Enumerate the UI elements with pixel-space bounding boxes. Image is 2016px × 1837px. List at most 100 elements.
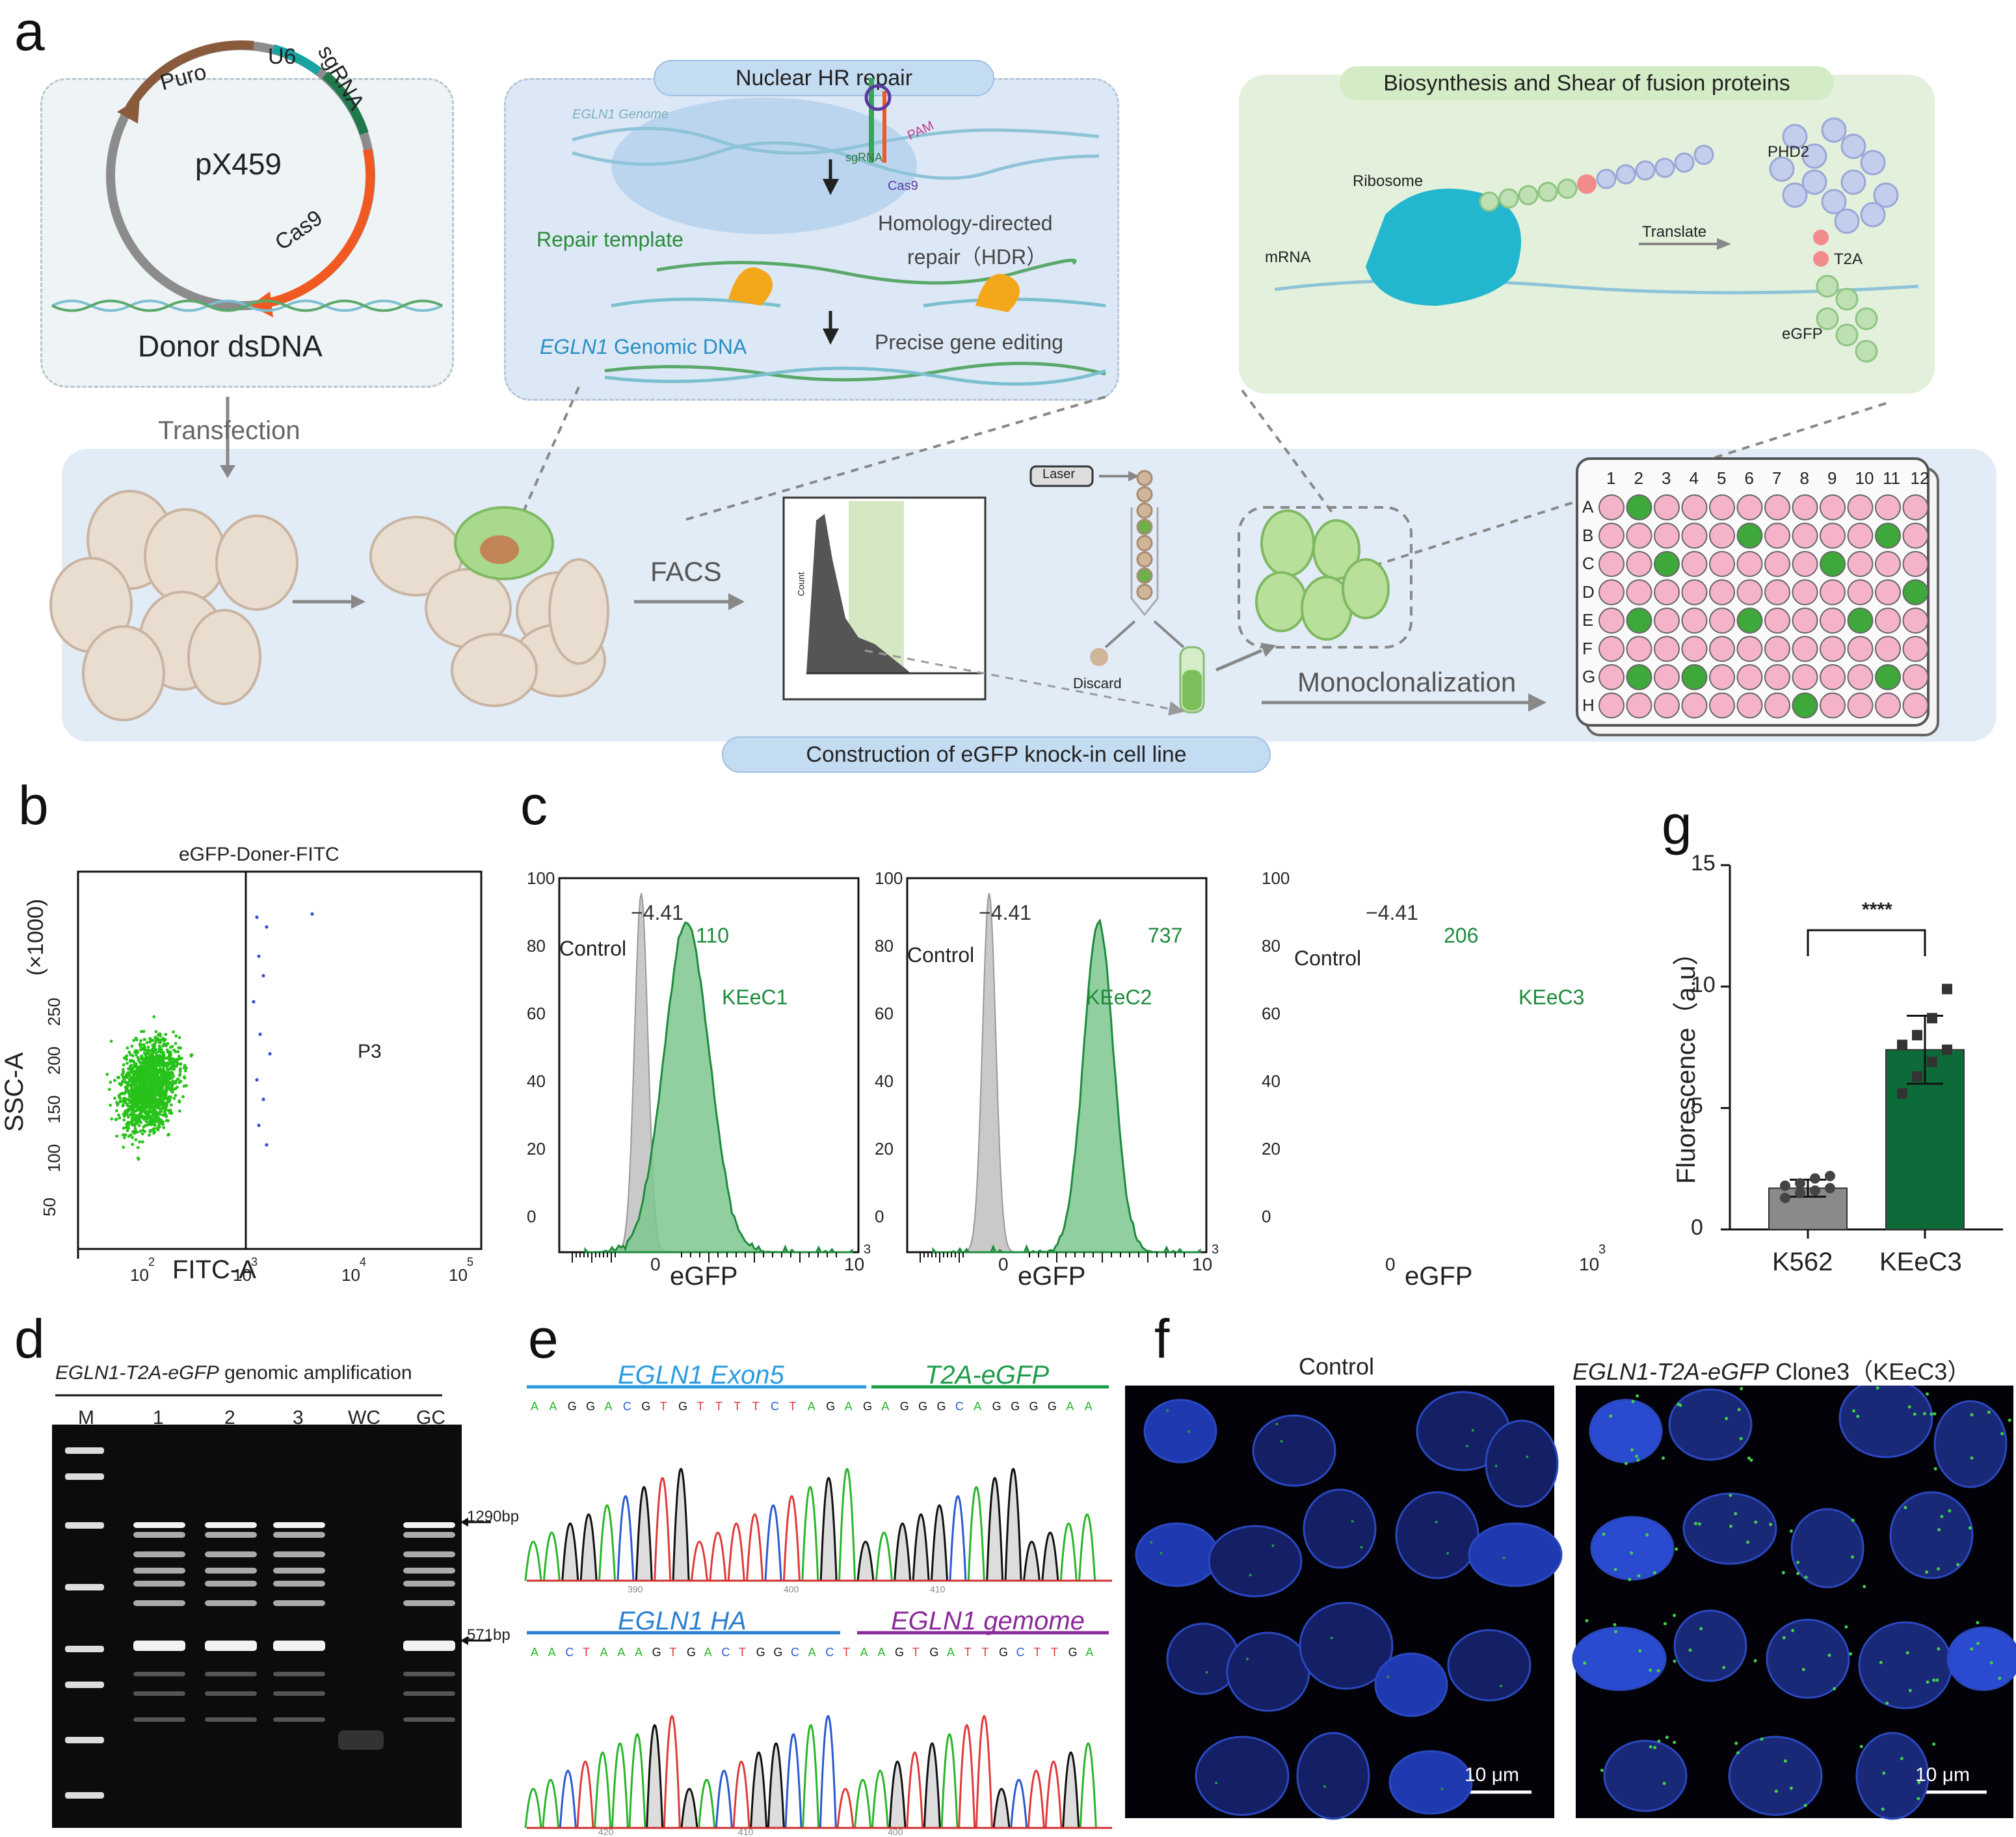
scatter-event <box>165 1044 168 1048</box>
egfp-signal <box>1856 1414 1860 1418</box>
plate-well <box>1764 692 1790 719</box>
plate-col-label: 12 <box>1910 468 1930 488</box>
egfp-signal <box>1166 1409 1169 1412</box>
scatter-event <box>122 1098 126 1101</box>
scatter-event <box>146 1045 150 1049</box>
scatter-event <box>178 1080 181 1084</box>
egfp-signal <box>1937 1647 1941 1651</box>
y-tick: 80 <box>527 936 546 956</box>
scatter-event <box>126 1076 129 1079</box>
scatter-event <box>157 1050 161 1053</box>
scatter-event <box>113 1097 116 1100</box>
base-call: G <box>773 1646 783 1659</box>
plate-well <box>1626 551 1652 577</box>
scatter-event <box>163 1063 166 1067</box>
scatter-event <box>127 1098 131 1102</box>
plate-well <box>1875 692 1901 719</box>
scale-label-right: 10 μm <box>1915 1764 1970 1786</box>
faint-band <box>205 1691 257 1696</box>
data-point <box>1825 1170 1835 1181</box>
scatter-event <box>148 1119 152 1123</box>
scatter-event <box>172 1097 176 1100</box>
scatter-event <box>121 1104 125 1108</box>
egfp-signal <box>1903 1506 1907 1510</box>
marker-band <box>65 1792 104 1799</box>
plate-well <box>1736 551 1763 577</box>
plate-well <box>1902 494 1929 520</box>
egfp-signal <box>1600 1769 1604 1773</box>
scatter-event <box>181 1095 185 1099</box>
nuclear-hr-title: Nuclear HR repair <box>654 60 994 96</box>
egfp-signal <box>1734 1512 1738 1516</box>
trace-peak <box>871 1769 889 1829</box>
scatter-event <box>177 1046 181 1050</box>
scatter-event <box>153 1107 156 1111</box>
plasmid-box <box>40 78 454 388</box>
ribosome-shape <box>1366 189 1521 306</box>
cas9-arrow <box>250 291 273 317</box>
faint-band <box>273 1672 325 1676</box>
plate-well <box>1681 522 1708 549</box>
trace-peak <box>782 1495 801 1581</box>
clone3-gene: EGLN1-T2A-eGFP <box>1572 1358 1770 1385</box>
panel-label-d: d <box>14 1308 45 1369</box>
scatter-event <box>154 1030 158 1034</box>
gated-event <box>265 1143 269 1147</box>
trace-peak <box>894 1522 912 1581</box>
trace-peak <box>875 1531 893 1581</box>
scatter-event <box>134 1105 138 1109</box>
scatter-event <box>155 1058 159 1062</box>
scatter-event <box>131 1054 135 1058</box>
trace-peak <box>856 1540 875 1581</box>
scatter-event <box>164 1070 168 1074</box>
egfp-signal <box>1987 1410 1991 1414</box>
plate-well <box>1792 551 1818 577</box>
scatter-event <box>144 1069 148 1073</box>
scatter-event <box>152 1048 156 1052</box>
scatter-event <box>133 1051 137 1054</box>
scatter-event <box>131 1136 134 1140</box>
base-call: C <box>955 1400 964 1413</box>
u6-label: U6 <box>268 44 297 69</box>
scatter-ytick: 250 <box>44 997 64 1026</box>
egfp-signal <box>1675 1547 1678 1551</box>
panel-label-e: e <box>528 1308 559 1369</box>
scatter-event <box>150 1051 154 1055</box>
egfp-signal <box>1774 1790 1778 1793</box>
egfp-signal <box>1351 1520 1354 1523</box>
scatter-yunit: (×1000) <box>23 898 48 976</box>
fluorescence-bar-chart <box>1721 864 2003 1239</box>
scatter-event <box>139 1097 142 1101</box>
egfp-signal <box>1876 1386 1879 1390</box>
base-call: T <box>843 1646 850 1659</box>
plate-well <box>1902 692 1929 719</box>
scatter-event <box>151 1094 155 1098</box>
plate-well <box>1847 522 1874 549</box>
base-call: T <box>1033 1646 1041 1659</box>
scatter-event <box>133 1086 137 1090</box>
egfp-signal <box>1440 1788 1444 1791</box>
egfp-signal <box>1245 1657 1249 1661</box>
egfp-signal <box>1935 1678 1939 1682</box>
scatter-event <box>115 1109 118 1112</box>
scatter-event <box>155 1115 159 1119</box>
base-call: T <box>669 1646 677 1659</box>
base-call: G <box>899 1400 909 1413</box>
egfp-signal <box>1663 1622 1667 1626</box>
scatter-event <box>139 1057 143 1060</box>
plate-well <box>1820 608 1846 634</box>
egfp-signal <box>1634 1455 1638 1458</box>
nucleus <box>1299 1602 1394 1690</box>
base-call: T <box>789 1400 797 1413</box>
g-category: KEeC3 <box>1879 1248 1962 1276</box>
scatter-event <box>145 1109 149 1113</box>
laser-label: Laser <box>1042 467 1076 481</box>
scatter-event <box>107 1088 111 1092</box>
cas9-segment <box>259 148 375 309</box>
scatter-event <box>171 1088 175 1092</box>
plate-well-positive <box>1654 551 1680 577</box>
sample-name: KEeC1 <box>722 986 788 1009</box>
trace-peak <box>715 1769 733 1829</box>
y-tick: 20 <box>875 1139 894 1159</box>
egfp-signal <box>1657 1739 1661 1743</box>
